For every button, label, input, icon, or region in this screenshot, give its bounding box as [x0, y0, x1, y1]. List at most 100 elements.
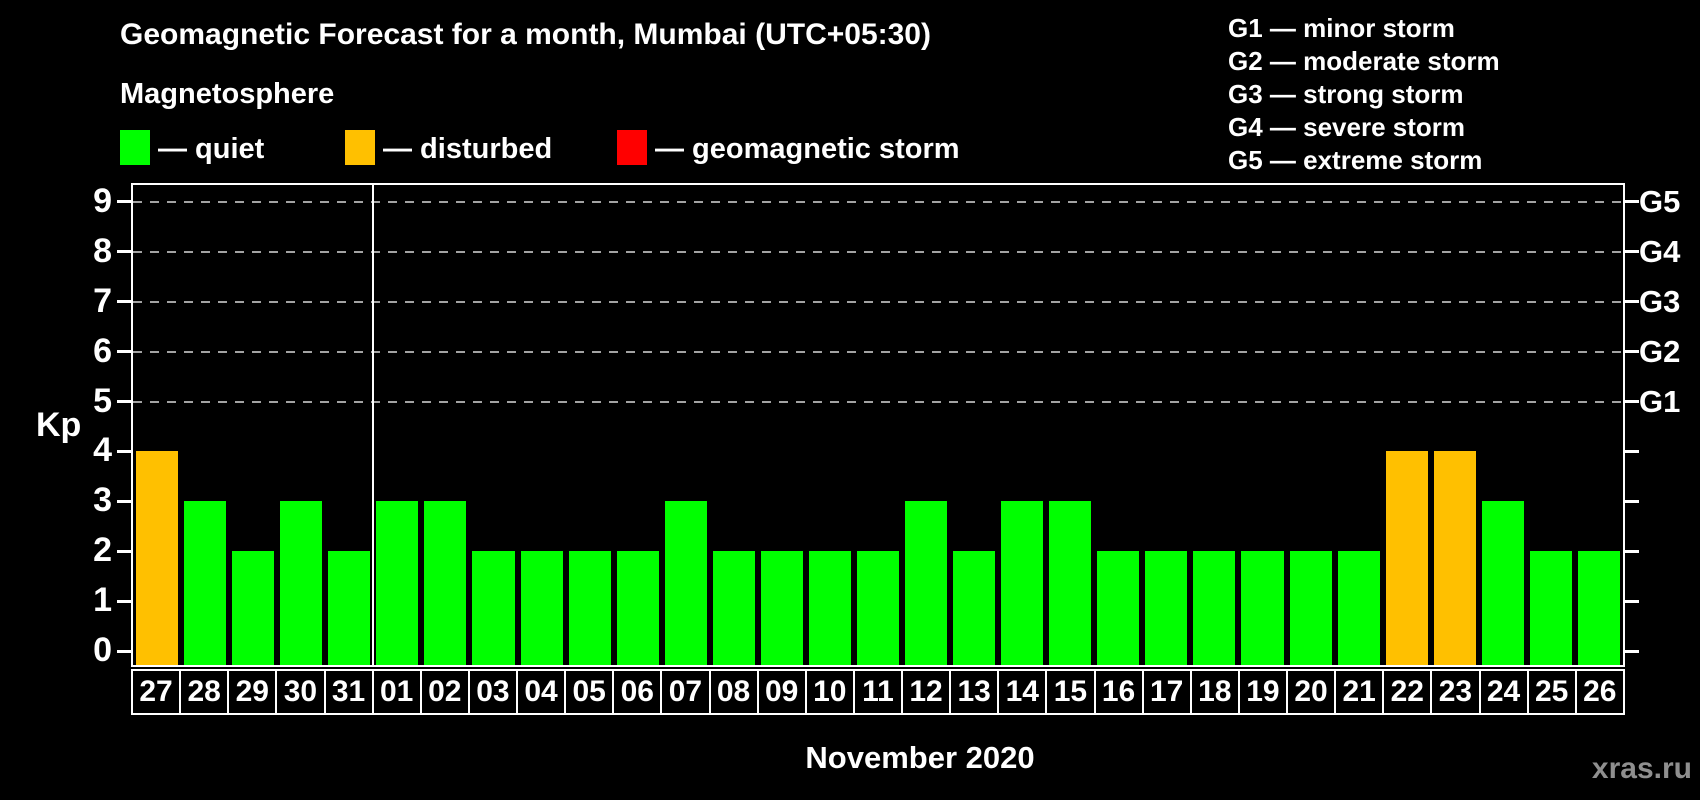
bar-day-29	[232, 551, 275, 665]
day-label-14: 14	[999, 671, 1048, 713]
month-separator-line	[372, 185, 375, 665]
bar-day-22	[1385, 451, 1428, 665]
day-label-04: 04	[518, 671, 567, 713]
day-label-21: 21	[1336, 671, 1385, 713]
bar-day-18	[1193, 551, 1236, 665]
right-tick-kp8	[1625, 250, 1639, 254]
g1-legend-line: G1 — minor storm	[1228, 13, 1455, 43]
y-tick-label-9: 9	[93, 181, 112, 220]
bar-day-31	[328, 551, 371, 665]
bar-day-01	[376, 501, 419, 665]
g5-legend-line: G5 — extreme storm	[1228, 145, 1483, 175]
day-label-06: 06	[614, 671, 663, 713]
bar-day-06	[616, 551, 659, 665]
bar-day-19	[1241, 551, 1284, 665]
bar-day-02	[424, 501, 467, 665]
x-axis-day-labels: 27 28 29 30 31 01 02 03 04 05 06 07 08 09 10 11 12 13 14 15…	[131, 669, 1625, 715]
bar-day-03	[472, 551, 515, 665]
g-axis-label-g5: G5	[1639, 183, 1681, 219]
bar-day-25	[1529, 551, 1572, 665]
g4-legend-line: G4 — severe storm	[1228, 112, 1466, 142]
right-tick-kp4	[1625, 449, 1639, 453]
right-tick-kp3	[1625, 499, 1639, 503]
plot-inner	[117, 185, 1639, 665]
bar-day-07	[664, 501, 707, 665]
y-tick-label-0: 0	[93, 631, 112, 669]
day-label-16: 16	[1096, 671, 1144, 713]
g2-legend-line: G2 — moderate storm	[1228, 46, 1500, 76]
g-axis-label-g4: G4	[1639, 233, 1681, 269]
gridline-kp5	[133, 400, 1623, 403]
bar-day-27	[136, 451, 179, 665]
bar-day-04	[520, 551, 563, 665]
left-tick-kp2	[117, 549, 131, 553]
g-scale-legend: G1 — minor storm G2 — moderate storm G3 …	[1228, 12, 1500, 177]
bar-day-23	[1433, 451, 1476, 665]
day-label-05: 05	[566, 671, 615, 713]
disturbed-legend-label: — disturbed	[383, 133, 553, 165]
day-label-25: 25	[1529, 671, 1577, 713]
day-label-11: 11	[855, 671, 903, 713]
day-label-01: 01	[374, 671, 422, 713]
day-label-23: 23	[1432, 671, 1481, 713]
day-label-28: 28	[181, 671, 230, 713]
bar-day-16	[1097, 551, 1140, 665]
bar-day-20	[1289, 551, 1332, 665]
storm-legend-label: — geomagnetic storm	[655, 133, 960, 165]
y-tick-label-6: 6	[93, 331, 112, 370]
day-label-20: 20	[1288, 671, 1337, 713]
day-label-27: 27	[133, 671, 182, 713]
day-label-26: 26	[1583, 675, 1617, 708]
page-title: Geomagnetic Forecast for a month, Mumbai…	[120, 18, 931, 51]
bar-day-15	[1049, 501, 1092, 665]
right-tick-kp5	[1625, 400, 1639, 403]
storm-color-swatch	[617, 130, 647, 165]
bar-day-10	[808, 551, 851, 665]
day-label-12: 12	[903, 671, 952, 713]
left-tick-kp6	[117, 350, 131, 354]
bar-day-08	[712, 551, 755, 665]
bar-day-30	[280, 501, 323, 665]
right-tick-kp2	[1625, 549, 1639, 553]
quiet-legend-label: — quiet	[158, 133, 265, 165]
right-tick-kp7	[1625, 300, 1639, 304]
right-tick-kp6	[1625, 350, 1639, 354]
y-axis-title: Kp	[36, 406, 82, 444]
bar-day-13	[953, 551, 996, 665]
x-axis-title: November 2020	[805, 740, 1035, 775]
right-tick-kp0	[1625, 649, 1639, 653]
watermark: xras.ru	[1591, 752, 1692, 785]
bar-day-12	[905, 501, 948, 665]
y-tick-label-5: 5	[93, 381, 112, 420]
day-label-02: 02	[422, 671, 470, 713]
y-tick-label-2: 2	[93, 531, 112, 570]
day-label-03: 03	[470, 671, 518, 713]
day-label-22: 22	[1384, 671, 1433, 713]
y-tick-label-1: 1	[93, 581, 112, 620]
disturbed-color-swatch	[345, 130, 375, 165]
day-label-07: 07	[662, 671, 711, 713]
bar-day-05	[568, 551, 611, 665]
g3-legend-line: G3 — strong storm	[1228, 79, 1464, 109]
left-tick-kp1	[117, 599, 131, 603]
g-axis-label-g2: G2	[1639, 333, 1681, 369]
y-tick-label-3: 3	[93, 481, 112, 520]
g-axis-label-g1: G1	[1639, 383, 1681, 419]
day-label-31: 31	[326, 671, 374, 713]
day-label-29: 29	[229, 671, 278, 713]
bar-day-14	[1001, 501, 1044, 665]
left-tick-kp3	[117, 499, 131, 503]
day-label-30: 30	[277, 671, 326, 713]
day-label-13: 13	[951, 671, 1000, 713]
gridline-kp9	[133, 200, 1623, 203]
day-label-17: 17	[1144, 671, 1192, 713]
chart-subtitle: Magnetosphere	[120, 78, 335, 110]
day-label-18: 18	[1192, 671, 1240, 713]
left-tick-kp4	[117, 449, 131, 453]
gridline-kp6	[133, 350, 1623, 353]
y-tick-label-4: 4	[93, 431, 112, 470]
plot-area	[117, 183, 1639, 667]
y-tick-label-8: 8	[93, 231, 112, 270]
bar-day-09	[760, 551, 803, 665]
